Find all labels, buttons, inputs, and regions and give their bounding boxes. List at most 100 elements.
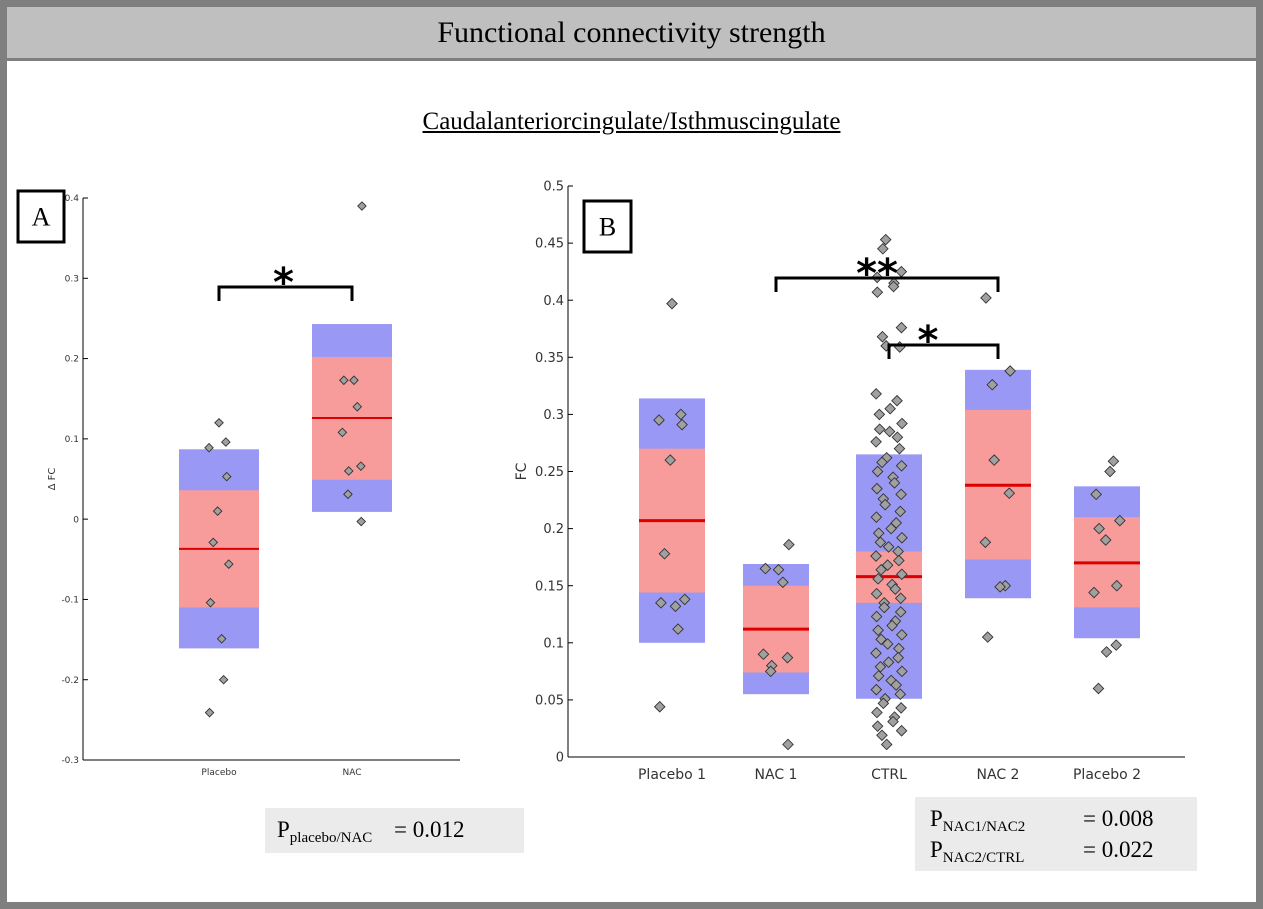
y-tick-label: 0.4 bbox=[543, 294, 564, 309]
stat-comparison: NAC2/CTRL bbox=[942, 850, 1025, 866]
stats-box-b: PNAC1/NAC2 = 0.008 PNAC2/CTRL = 0.022 bbox=[915, 797, 1197, 871]
data-point bbox=[653, 414, 665, 426]
data-point bbox=[896, 531, 908, 544]
data-point bbox=[873, 423, 886, 436]
y-tick-label: 0.2 bbox=[65, 355, 79, 365]
y-tick-label: 0.15 bbox=[535, 579, 564, 594]
data-point bbox=[892, 651, 905, 664]
data-point bbox=[877, 242, 889, 255]
data-point bbox=[672, 623, 684, 635]
data-point bbox=[988, 454, 1001, 466]
panel-label-box bbox=[582, 199, 633, 254]
data-point bbox=[884, 402, 896, 415]
stat-value: = 0.022 bbox=[1083, 837, 1154, 862]
y-tick-label: -0.3 bbox=[61, 756, 79, 766]
x-tick-label: NAC bbox=[342, 768, 361, 778]
data-point bbox=[1107, 455, 1120, 468]
data-point bbox=[343, 489, 353, 500]
data-point bbox=[676, 418, 688, 431]
x-tick-label: Placebo bbox=[201, 768, 237, 778]
data-point bbox=[204, 442, 214, 453]
data-point bbox=[781, 651, 794, 664]
data-point bbox=[895, 321, 908, 334]
data-point bbox=[994, 581, 1006, 593]
data-point bbox=[887, 715, 899, 728]
stat-value: = 0.008 bbox=[1083, 806, 1154, 831]
y-tick-label: 0.35 bbox=[535, 351, 564, 366]
data-point bbox=[764, 665, 777, 678]
data-point bbox=[870, 435, 882, 448]
data-point bbox=[895, 724, 908, 737]
significance-stars: * bbox=[918, 318, 939, 364]
y-tick-label: 0.3 bbox=[65, 274, 79, 284]
data-point bbox=[1004, 365, 1016, 377]
data-point bbox=[895, 628, 908, 641]
panel-label: A bbox=[32, 203, 51, 232]
data-point bbox=[871, 465, 884, 478]
y-tick-label: 0 bbox=[73, 515, 79, 525]
data-point bbox=[783, 538, 795, 551]
data-point bbox=[896, 417, 908, 430]
data-point bbox=[880, 738, 893, 751]
panel-b: 0 0.05 0.1 0.15 0.2 0.25 0.3 0.35 0.4 0.45 0.5 FC Pl… bbox=[514, 180, 1185, 783]
data-point bbox=[986, 378, 999, 391]
data-point bbox=[979, 536, 992, 549]
data-point bbox=[883, 425, 896, 438]
data-point bbox=[1090, 488, 1102, 501]
stat-p-label: P bbox=[930, 806, 943, 831]
data-point bbox=[870, 388, 882, 400]
data-point bbox=[890, 679, 903, 691]
data-point bbox=[339, 375, 349, 386]
data-point bbox=[1003, 487, 1016, 500]
data-point bbox=[757, 648, 770, 661]
data-point bbox=[658, 547, 671, 560]
data-point bbox=[895, 702, 907, 714]
data-point bbox=[223, 559, 234, 569]
data-point bbox=[894, 688, 907, 701]
y-tick-label: -0.2 bbox=[61, 676, 79, 686]
y-tick-label: 0 bbox=[556, 751, 564, 766]
y-tick-label: 0.05 bbox=[535, 693, 564, 708]
data-point bbox=[216, 633, 227, 644]
data-point bbox=[888, 477, 901, 489]
region-subtitle: Caudalanteriorcingulate/Isthmuscingulate bbox=[422, 108, 841, 135]
data-point bbox=[875, 563, 888, 576]
stat-p-label: P bbox=[930, 837, 943, 862]
y-axis-label: FC bbox=[514, 462, 530, 480]
data-point bbox=[870, 610, 883, 623]
data-point bbox=[1100, 646, 1113, 658]
data-point bbox=[894, 606, 907, 618]
panel-label-box bbox=[16, 189, 66, 244]
data-point bbox=[352, 401, 363, 412]
data-point bbox=[872, 624, 884, 637]
significance-bracket bbox=[887, 343, 1000, 359]
data-point bbox=[337, 427, 348, 438]
x-tick-label: Placebo 1 bbox=[638, 767, 706, 783]
data-point bbox=[1093, 522, 1105, 535]
x-tick-label: CTRL bbox=[871, 767, 907, 783]
data-point bbox=[871, 706, 883, 719]
data-point bbox=[893, 341, 906, 353]
y-tick-label: 0.5 bbox=[543, 180, 564, 195]
data-point bbox=[1092, 682, 1105, 695]
data-point bbox=[212, 506, 223, 516]
y-tick-label: 0.45 bbox=[535, 237, 564, 252]
data-point bbox=[887, 280, 900, 293]
x-tick-label: Placebo 2 bbox=[1073, 767, 1141, 783]
data-point bbox=[1110, 579, 1123, 592]
data-point bbox=[218, 674, 229, 685]
data-point bbox=[872, 573, 884, 585]
y-tick-label: 0.3 bbox=[543, 408, 564, 423]
panel-a: -0.3 -0.2 -0.1 0 0.1 0.2 0.3 0.4 Δ FC Placebo NAC *… bbox=[16, 189, 460, 778]
data-point bbox=[893, 442, 906, 455]
data-point bbox=[357, 201, 367, 211]
y-axis-label: Δ FC bbox=[47, 468, 58, 491]
data-point bbox=[664, 454, 677, 466]
data-point bbox=[895, 459, 908, 472]
data-point bbox=[221, 471, 232, 482]
data-point bbox=[881, 638, 894, 650]
figure-title: Functional connectivity strength bbox=[7, 7, 1256, 61]
data-point bbox=[894, 505, 907, 518]
data-point bbox=[891, 431, 904, 444]
